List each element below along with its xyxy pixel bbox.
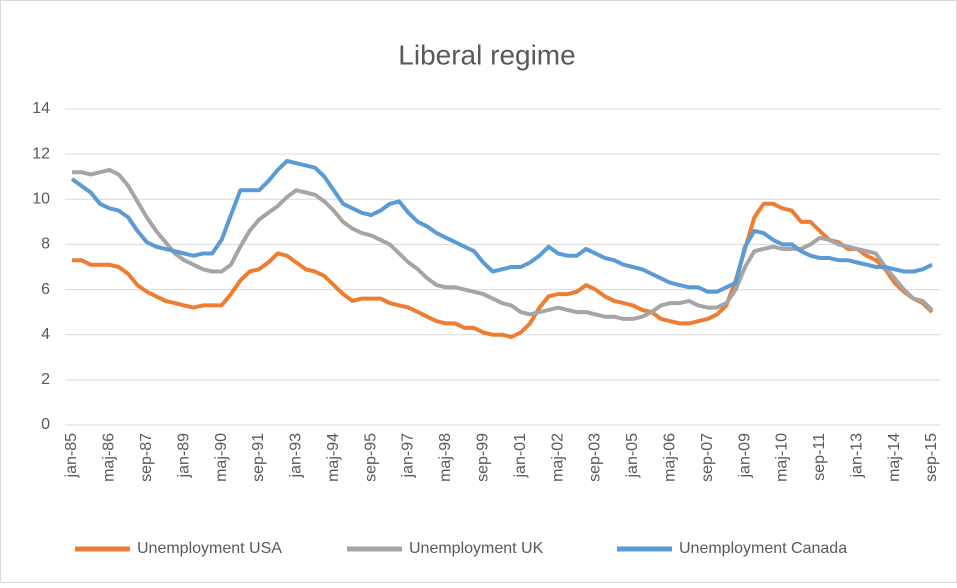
x-tick-label: sep-03 [587,433,604,482]
x-tick-label: jan-13 [848,433,865,479]
x-tick-label: maj-90 [213,433,230,482]
x-tick-label: maj-86 [101,433,118,482]
x-tick-label: maj-10 [774,433,791,482]
x-tick-label: sep-07 [699,433,716,482]
y-tick-label: 0 [41,416,50,433]
y-tick-label: 2 [41,371,50,388]
chart-title: Liberal regime [398,39,575,70]
legend-label: Unemployment Canada [679,540,847,557]
x-tick-label: jan-01 [512,433,529,479]
x-tick-label: maj-98 [437,433,454,482]
legend-label: Unemployment USA [137,540,282,557]
x-tick-label: jan-09 [736,433,753,479]
y-tick-label: 4 [41,326,50,343]
y-tick-label: 14 [32,100,50,117]
x-tick-label: maj-06 [661,433,678,482]
x-tick-label: jan-89 [175,433,192,479]
y-tick-label: 6 [41,281,50,298]
series-line [70,158,933,294]
y-tick-label: 8 [41,236,50,253]
x-tick-label: sep-95 [362,433,379,482]
series-line [72,167,934,321]
x-tick-label: maj-02 [549,433,566,482]
x-tick-label: jan-85 [63,433,80,479]
legend-label: Unemployment UK [409,540,544,557]
series-line [72,201,934,339]
x-tick-label: sep-87 [138,433,155,482]
x-tick-label: sep-15 [923,433,940,482]
x-tick-label: maj-14 [886,433,903,482]
y-tick-label: 12 [32,145,50,162]
x-tick-label: jan-05 [624,433,641,479]
x-tick-label: jan-93 [288,433,305,479]
x-tick-label: maj-94 [325,433,342,482]
y-tick-label: 10 [32,191,50,208]
x-tick-label: sep-91 [250,433,267,482]
x-tick-label: sep-99 [475,433,492,482]
x-tick-label: sep-11 [811,433,828,481]
x-tick-label: jan-97 [400,433,417,479]
